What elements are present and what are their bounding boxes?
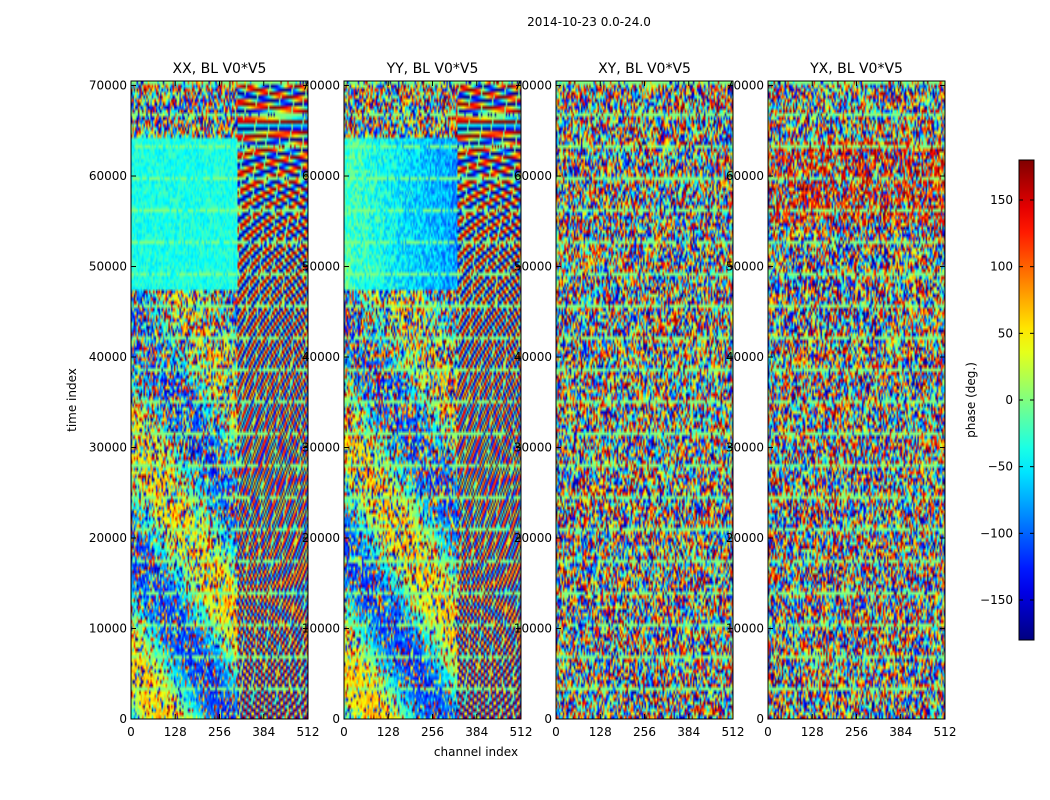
- y-tick-label: 40000: [302, 350, 340, 364]
- x-tick-label: 0: [127, 725, 135, 739]
- x-axis-label: channel index: [434, 745, 518, 759]
- y-tick-label: 20000: [302, 531, 340, 545]
- y-tick-label: 50000: [726, 260, 764, 274]
- heatmap-panels: XX, BL V0*V5 0 128 256 384 512 0 10000 20000 3000…: [89, 61, 957, 739]
- colorbar-tick-label: 100: [990, 260, 1013, 274]
- x-tick-label: 0: [764, 725, 772, 739]
- panel-4: YX, BL V0*V5 0 128 256 384 512 0 10000 20000 3000…: [726, 61, 957, 739]
- heatmap-image: [344, 81, 521, 719]
- heatmap-image: [556, 81, 733, 719]
- colorbar-label: phase (deg.): [964, 362, 978, 438]
- x-tick-label: 512: [510, 725, 533, 739]
- y-tick-label: 20000: [726, 531, 764, 545]
- y-tick-label: 40000: [89, 350, 127, 364]
- x-tick-label: 128: [801, 725, 824, 739]
- y-tick-label: 70000: [302, 79, 340, 93]
- colorbar: −150 −100 −50 0 50 100 150: [980, 159, 1035, 641]
- heatmap-image: [768, 81, 945, 719]
- colorbar-tick-label: 50: [998, 326, 1013, 340]
- y-tick-label: 50000: [89, 260, 127, 274]
- x-tick-label: 384: [252, 725, 275, 739]
- x-tick-label: 384: [889, 725, 912, 739]
- y-tick-label: 70000: [726, 79, 764, 93]
- y-tick-label: 60000: [514, 169, 552, 183]
- panel-title: XX, BL V0*V5: [173, 61, 267, 77]
- x-tick-label: 512: [934, 725, 957, 739]
- x-tick-label: 256: [421, 725, 444, 739]
- y-tick-label: 0: [332, 712, 340, 726]
- x-tick-label: 128: [589, 725, 612, 739]
- colorbar-tick-label: −150: [980, 593, 1013, 607]
- heatmap-image: [131, 81, 308, 719]
- y-tick-label: 30000: [514, 441, 552, 455]
- y-tick-label: 40000: [726, 350, 764, 364]
- y-tick-label: 0: [119, 712, 127, 726]
- y-tick-label: 20000: [89, 531, 127, 545]
- colorbar-tick-label: −100: [980, 526, 1013, 540]
- y-tick-label: 10000: [514, 622, 552, 636]
- x-tick-label: 512: [297, 725, 320, 739]
- y-tick-label: 0: [756, 712, 764, 726]
- y-tick-label: 10000: [89, 622, 127, 636]
- x-tick-label: 384: [677, 725, 700, 739]
- x-tick-label: 256: [208, 725, 231, 739]
- x-tick-label: 128: [377, 725, 400, 739]
- y-tick-label: 60000: [89, 169, 127, 183]
- y-tick-label: 0: [544, 712, 552, 726]
- y-tick-label: 70000: [89, 79, 127, 93]
- y-tick-label: 40000: [514, 350, 552, 364]
- panel-title: XY, BL V0*V5: [598, 61, 691, 77]
- panel-title: YX, BL V0*V5: [809, 61, 903, 77]
- y-tick-label: 30000: [302, 441, 340, 455]
- y-tick-label: 10000: [726, 622, 764, 636]
- x-tick-label: 256: [633, 725, 656, 739]
- y-tick-label: 70000: [514, 79, 552, 93]
- figure-title: 2014-10-23 0.0-24.0: [527, 15, 651, 29]
- panel-title: YY, BL V0*V5: [386, 61, 479, 77]
- y-tick-label: 60000: [302, 169, 340, 183]
- x-tick-label: 0: [552, 725, 560, 739]
- x-tick-label: 384: [465, 725, 488, 739]
- y-tick-label: 30000: [89, 441, 127, 455]
- panel-2: YY, BL V0*V5 0 128 256 384 512 0 10000 20000 3000…: [302, 61, 533, 739]
- x-tick-label: 512: [722, 725, 745, 739]
- y-tick-label: 10000: [302, 622, 340, 636]
- colorbar-tick-label: 0: [1005, 393, 1013, 407]
- x-tick-label: 0: [340, 725, 348, 739]
- x-tick-label: 256: [845, 725, 868, 739]
- y-axis-label: time index: [65, 368, 79, 432]
- y-tick-label: 60000: [726, 169, 764, 183]
- panel-1: XX, BL V0*V5 0 128 256 384 512 0 10000 20000 3000…: [89, 61, 320, 739]
- colorbar-tick-label: −50: [988, 460, 1013, 474]
- panel-3: XY, BL V0*V5 0 128 256 384 512 0 10000 20000 3000…: [514, 61, 745, 739]
- colorbar-tick-label: 150: [990, 193, 1013, 207]
- y-tick-label: 20000: [514, 531, 552, 545]
- y-tick-label: 30000: [726, 441, 764, 455]
- x-tick-label: 128: [164, 725, 187, 739]
- y-tick-label: 50000: [302, 260, 340, 274]
- y-tick-label: 50000: [514, 260, 552, 274]
